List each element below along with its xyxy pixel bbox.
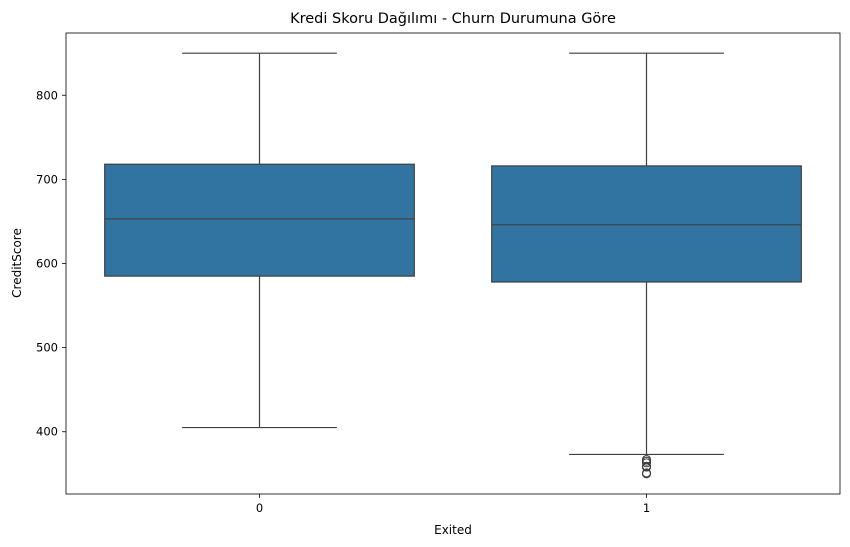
chart-title: Kredi Skoru Dağılımı - Churn Durumuna Gö…: [290, 11, 616, 27]
x-tick-label: 1: [643, 501, 650, 515]
outlier-point: [641, 454, 652, 465]
y-axis: 400 500 600 700 800: [36, 88, 66, 439]
iqr-box: [104, 163, 415, 277]
y-tick-label: 400: [36, 425, 58, 439]
outlier-point: [641, 468, 652, 478]
x-tick-label: 0: [256, 501, 263, 515]
y-tick-label: 700: [36, 172, 58, 186]
box-group-1: [491, 52, 802, 479]
y-tick-label: 600: [36, 257, 58, 271]
y-tick-label: 500: [36, 341, 58, 355]
outlier-point: [641, 461, 652, 471]
x-axis-label: Exited: [434, 523, 472, 537]
y-axis-label: CreditScore: [10, 228, 24, 298]
iqr-box: [491, 165, 802, 283]
y-tick-label: 800: [36, 88, 58, 102]
plot-area: [104, 52, 802, 479]
box-group-0: [104, 52, 415, 429]
